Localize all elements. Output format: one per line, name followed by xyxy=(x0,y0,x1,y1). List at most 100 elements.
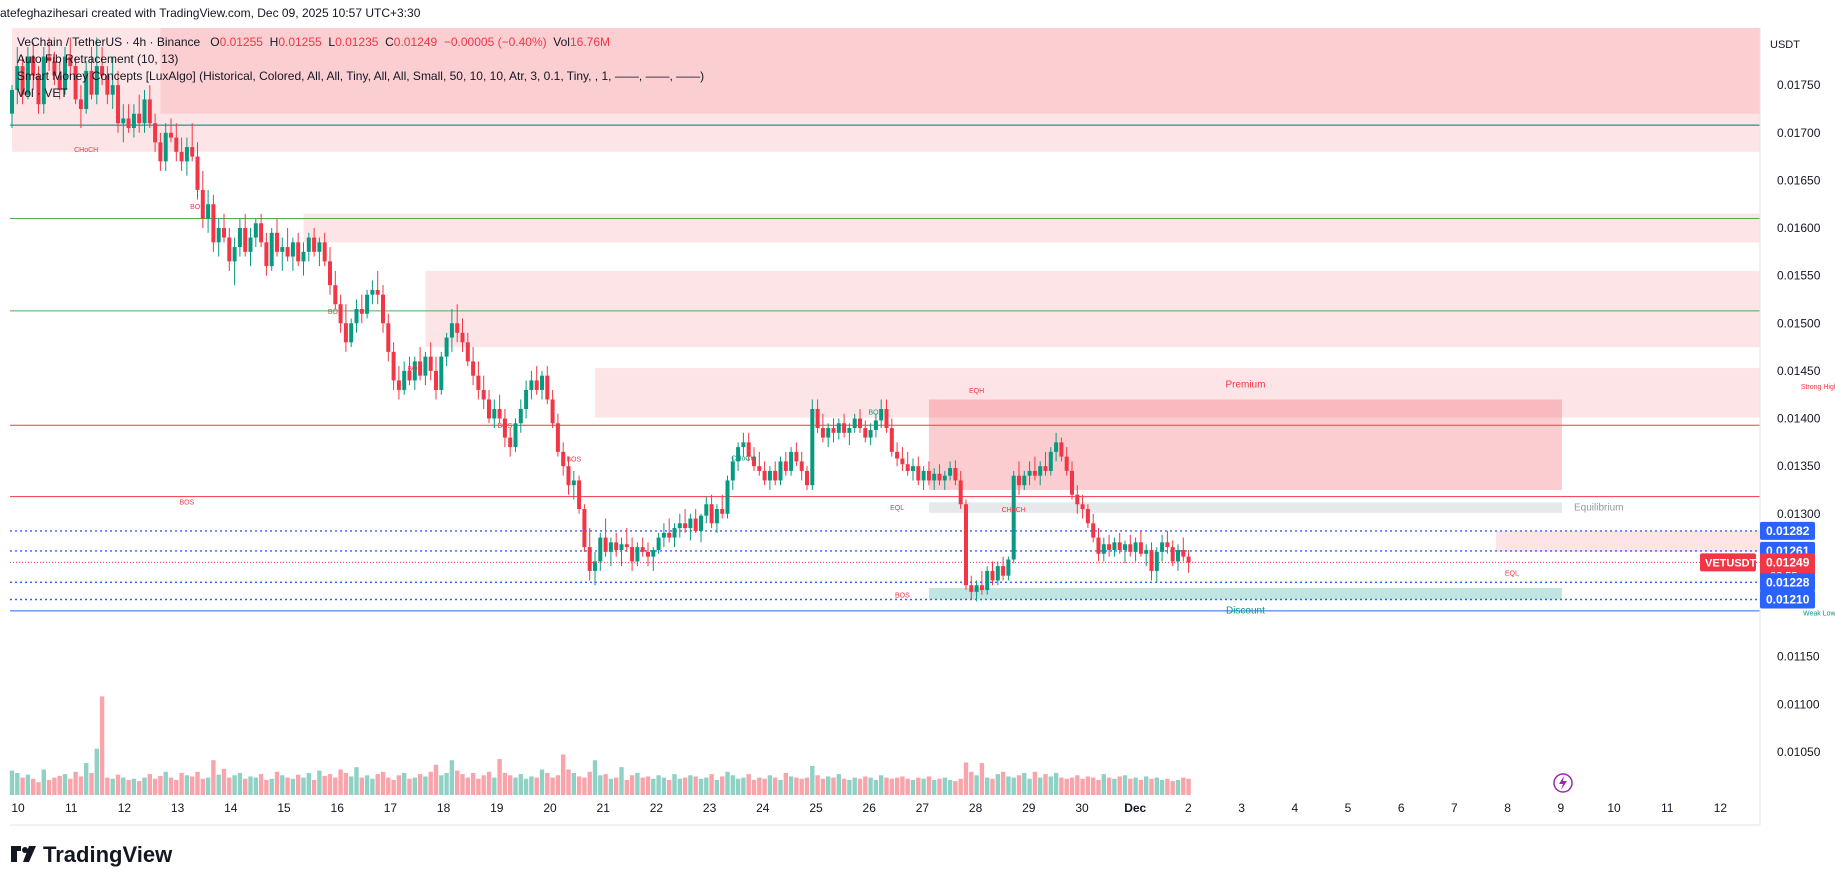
candle-body xyxy=(736,447,741,462)
legend-symbol-row[interactable]: VeChain / TetherUS · 4h · Binance O0.012… xyxy=(17,34,704,51)
volume-bar xyxy=(714,779,720,795)
candle-body xyxy=(630,547,635,562)
volume-bar xyxy=(147,774,152,795)
y-tick-label: 0.01500 xyxy=(1777,316,1821,330)
candle-body xyxy=(418,361,423,376)
volume-bar xyxy=(688,775,693,795)
candle-body xyxy=(476,375,481,390)
candle-body xyxy=(598,537,603,562)
volume-bar xyxy=(555,775,561,795)
legend-indicator-smc[interactable]: Smart Money Concepts [LuxAlgo] (Historic… xyxy=(17,69,705,83)
candle-body xyxy=(1006,559,1011,576)
x-tick-label: 17 xyxy=(384,801,398,815)
candle-body xyxy=(137,113,142,124)
candle-body xyxy=(1075,494,1080,505)
volume-bar xyxy=(921,778,926,795)
volume-bar xyxy=(614,777,619,795)
candle-body xyxy=(444,337,449,357)
volume-bar xyxy=(423,776,428,795)
volume-bar xyxy=(31,778,36,795)
volume-bar xyxy=(693,776,698,795)
volume-bar xyxy=(476,778,481,795)
candle-body xyxy=(1112,542,1117,550)
candle-body xyxy=(1165,542,1170,548)
volume-bar xyxy=(969,771,974,795)
volume-bar xyxy=(253,777,258,795)
volume-bar xyxy=(1154,777,1159,795)
volume-bar xyxy=(1175,779,1181,795)
structure-label: EQL xyxy=(890,505,904,512)
volume-bar xyxy=(884,777,889,795)
tradingview-logo[interactable]: TradingView xyxy=(11,842,172,868)
candle-body xyxy=(396,380,401,390)
volume-bar xyxy=(518,774,523,795)
volume-bar xyxy=(115,774,121,795)
volume-bar xyxy=(810,766,815,795)
candle-body xyxy=(1059,442,1064,457)
volume-bar xyxy=(195,771,200,795)
legend-indicator-fib[interactable]: Auto Fib Retracement (10, 13) xyxy=(17,52,179,66)
candle-body xyxy=(614,542,619,550)
candle-body xyxy=(487,399,491,419)
candle-body xyxy=(683,523,688,529)
candle-body xyxy=(1027,470,1032,476)
volume-bar xyxy=(492,777,497,795)
volume-bar xyxy=(1159,779,1165,795)
candle-body xyxy=(285,247,290,257)
x-tick-label: 7 xyxy=(1451,801,1458,815)
y-tick-label: 0.01300 xyxy=(1777,507,1821,521)
created-by-text: atefeghazihesari created with TradingVie… xyxy=(0,6,421,20)
volume-bar xyxy=(635,772,640,795)
candle-body xyxy=(858,418,862,429)
volume-bar xyxy=(78,776,84,795)
y-tick-label: 0.01350 xyxy=(1777,459,1821,473)
price-badge xyxy=(1760,521,1815,540)
y-tick-label: 0.01100 xyxy=(1777,697,1820,711)
price-badge-label: 0.01228 xyxy=(1766,575,1810,589)
order-block xyxy=(595,368,1760,418)
volume-bar xyxy=(142,777,147,795)
candle-body xyxy=(41,56,46,105)
x-tick-label: 18 xyxy=(437,801,451,815)
candle-body xyxy=(402,370,407,390)
legend-indicator-vol[interactable]: Vol · VET xyxy=(17,86,68,100)
x-tick-label: 29 xyxy=(1022,801,1036,815)
candle-body xyxy=(958,480,963,505)
y-tick-label: 0.01150 xyxy=(1777,650,1820,664)
candle-body xyxy=(306,237,311,252)
candle-body xyxy=(1080,504,1085,510)
candle-body xyxy=(243,228,248,252)
legend: VeChain / TetherUS · 4h · Binance O0.012… xyxy=(17,34,704,102)
candle-body xyxy=(942,475,947,481)
close-label: C xyxy=(385,35,394,49)
structure-label: Weak Low xyxy=(1803,611,1835,618)
volume-bar xyxy=(391,779,396,795)
candle-body xyxy=(174,137,179,152)
volume-bar xyxy=(571,772,576,795)
currency-label: USDT xyxy=(1770,39,1800,51)
candle-body xyxy=(253,223,258,238)
candle-body xyxy=(762,470,767,481)
volume-bar xyxy=(963,762,969,795)
candle-body xyxy=(932,473,937,481)
volume-bar xyxy=(380,771,386,795)
candle-body xyxy=(338,304,343,324)
candle-body xyxy=(1038,466,1043,476)
volume-bar xyxy=(757,777,762,795)
volume-bar xyxy=(1165,778,1170,795)
candle-body xyxy=(232,247,237,262)
close-value: 0.01249 xyxy=(393,35,438,49)
candle-body xyxy=(518,409,523,424)
x-tick-label: 15 xyxy=(277,801,291,815)
volume-bar xyxy=(1038,777,1043,795)
volume-bar xyxy=(1064,778,1069,795)
candle-body xyxy=(386,323,391,352)
volume-bar xyxy=(592,760,598,795)
lightning-icon[interactable] xyxy=(1553,773,1573,793)
candle-body xyxy=(502,418,507,438)
candle-body xyxy=(1176,549,1180,562)
candle-body xyxy=(1096,537,1101,554)
price-badge-label: 0.01210 xyxy=(1766,593,1810,607)
y-tick-label: 0.01050 xyxy=(1777,745,1821,759)
